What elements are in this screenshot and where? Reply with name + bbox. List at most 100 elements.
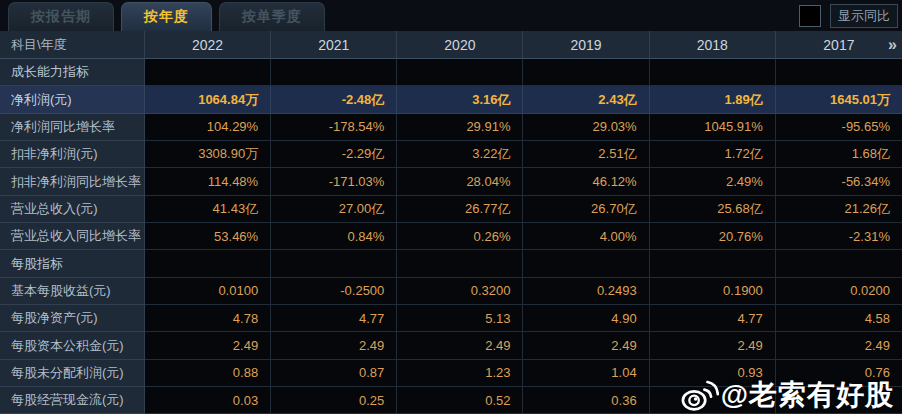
cell-value <box>271 250 397 277</box>
cell-value: 1.04 <box>523 360 649 387</box>
year-header-2019: 2019 <box>523 31 649 59</box>
tab-report-period[interactable]: 按报告期 <box>8 2 114 31</box>
cell-value <box>776 59 902 86</box>
cell-value <box>397 59 523 86</box>
year-label: 2017 <box>823 37 854 53</box>
year-header-2018: 2018 <box>650 31 776 59</box>
cell-value: 114.48% <box>145 168 271 195</box>
cell-value: -171.03% <box>271 168 397 195</box>
cell-value: -178.54% <box>271 114 397 141</box>
year-header-2020: 2020 <box>397 31 523 59</box>
cell-value: 1045.91% <box>650 114 776 141</box>
row-label[interactable]: 基本每股收益(元) <box>0 278 145 305</box>
financial-indicators-panel: 按报告期 按年度 按单季度 显示同比 科目\年度 2022 2021 2020 … <box>0 0 902 414</box>
cell-value: 3.22亿 <box>397 141 523 168</box>
cell-value: 2.49 <box>523 332 649 359</box>
period-tabbar: 按报告期 按年度 按单季度 显示同比 <box>0 0 902 31</box>
cell-value: 29.03% <box>523 114 649 141</box>
yoy-controls: 显示同比 <box>799 4 898 28</box>
cell-value <box>776 250 902 277</box>
cell-value: 5.13 <box>397 305 523 332</box>
cell-value: 4.78 <box>145 305 271 332</box>
cell-value: 2.49% <box>650 168 776 195</box>
cell-value <box>650 250 776 277</box>
cell-value: 0.36 <box>523 387 649 414</box>
cell-value: 2.49 <box>776 332 902 359</box>
cell-value: 4.00% <box>523 223 649 250</box>
show-yoy-checkbox[interactable] <box>799 5 821 27</box>
cell-value: 0.3200 <box>397 278 523 305</box>
cell-value: 0.87 <box>271 360 397 387</box>
cell-value <box>145 250 271 277</box>
row-label[interactable]: 营业总收入同比增长率 <box>0 223 145 250</box>
cell-value: 4.77 <box>271 305 397 332</box>
section-header: 成长能力指标 <box>0 59 145 86</box>
cell-value: 26.70亿 <box>523 196 649 223</box>
row-label[interactable]: 每股净资产(元) <box>0 305 145 332</box>
row-label[interactable]: 每股经营现金流(元) <box>0 387 145 414</box>
cell-value: 21.26亿 <box>776 196 902 223</box>
row-label[interactable]: 扣非净利润同比增长率 <box>0 168 145 195</box>
corner-header: 科目\年度 <box>0 31 145 59</box>
cell-value: 4.77 <box>650 305 776 332</box>
cell-value: 2.49 <box>145 332 271 359</box>
row-label[interactable]: 营业总收入(元) <box>0 196 145 223</box>
tab-annual[interactable]: 按年度 <box>121 2 212 31</box>
row-label[interactable]: 每股未分配利润(元) <box>0 360 145 387</box>
cell-value: -2.31% <box>776 223 902 250</box>
cell-value: -2.48亿 <box>271 86 397 113</box>
row-label[interactable]: 净利润同比增长率 <box>0 114 145 141</box>
cell-value: 0.84% <box>271 223 397 250</box>
cell-value: 2.49 <box>271 332 397 359</box>
cell-value: 53.46% <box>145 223 271 250</box>
cell-value: 46.12% <box>523 168 649 195</box>
cell-value: 20.76% <box>650 223 776 250</box>
cell-value: 4.90 <box>523 305 649 332</box>
cell-value: -56.34% <box>776 168 902 195</box>
cell-value: 1.89亿 <box>650 86 776 113</box>
cell-value <box>523 59 649 86</box>
cell-value: 1.68亿 <box>776 141 902 168</box>
row-label[interactable]: 扣非净利润(元) <box>0 141 145 168</box>
cell-value: 2.49 <box>397 332 523 359</box>
cell-value: 0.0100 <box>145 278 271 305</box>
cell-value <box>650 59 776 86</box>
cell-value: 0.76 <box>776 360 902 387</box>
cell-value: 2.49 <box>650 332 776 359</box>
show-yoy-button[interactable]: 显示同比 <box>830 4 898 28</box>
cell-value: 41.43亿 <box>145 196 271 223</box>
tab-single-quarter[interactable]: 按单季度 <box>219 2 325 31</box>
cell-value: 0.1900 <box>650 278 776 305</box>
cell-value: 0.25 <box>271 387 397 414</box>
cell-value: 4.58 <box>776 305 902 332</box>
cell-value: 1.23 <box>397 360 523 387</box>
cell-value: 29.91% <box>397 114 523 141</box>
row-label[interactable]: 净利润(元) <box>0 86 145 113</box>
cell-value: 0.93 <box>650 360 776 387</box>
cell-value <box>776 387 902 414</box>
cell-value <box>145 59 271 86</box>
year-header-2021: 2021 <box>271 31 397 59</box>
cell-value: -95.65% <box>776 114 902 141</box>
cell-value: -0.2500 <box>271 278 397 305</box>
cell-value: 1645.01万 <box>776 86 902 113</box>
cell-value: 2.43亿 <box>523 86 649 113</box>
section-header: 每股指标 <box>0 250 145 277</box>
cell-value: 0.0200 <box>776 278 902 305</box>
cell-value <box>523 250 649 277</box>
cell-value: 0.03 <box>145 387 271 414</box>
cell-value: 104.29% <box>145 114 271 141</box>
cell-value: 26.77亿 <box>397 196 523 223</box>
cell-value <box>650 387 776 414</box>
year-header-2017: 2017 » <box>776 31 902 59</box>
row-label[interactable]: 每股资本公积金(元) <box>0 332 145 359</box>
financial-table: 科目\年度 2022 2021 2020 2019 2018 2017 » 成长… <box>0 31 902 414</box>
cell-value <box>397 250 523 277</box>
cell-value: 2.51亿 <box>523 141 649 168</box>
cell-value: 3308.90万 <box>145 141 271 168</box>
cell-value <box>271 59 397 86</box>
cell-value: 27.00亿 <box>271 196 397 223</box>
cell-value: 28.04% <box>397 168 523 195</box>
cell-value: 1064.84万 <box>145 86 271 113</box>
scroll-right-icon[interactable]: » <box>888 36 895 54</box>
